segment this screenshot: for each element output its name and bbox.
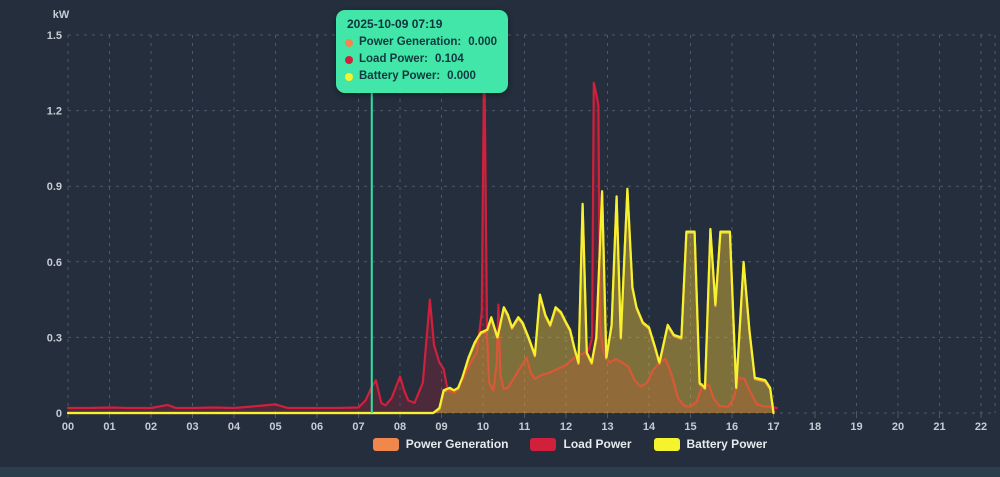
bottom-bar <box>0 467 1000 477</box>
tooltip-label: Battery Power: <box>359 70 441 82</box>
svg-text:0.3: 0.3 <box>47 332 62 344</box>
battery-power-swatch <box>653 437 680 451</box>
svg-text:0: 0 <box>56 408 62 420</box>
svg-text:00: 00 <box>62 421 74 433</box>
tooltip-row-load-power: Load Power: 0.104 <box>345 51 497 68</box>
svg-text:11: 11 <box>519 421 531 433</box>
tooltip-label: Load Power: <box>359 53 429 65</box>
svg-text:21: 21 <box>933 421 945 433</box>
load-power-swatch <box>530 437 557 451</box>
series-area-power-generation <box>68 190 774 413</box>
svg-text:20: 20 <box>892 421 904 433</box>
tooltip-value: 0.104 <box>435 53 464 65</box>
svg-text:13: 13 <box>601 421 613 433</box>
svg-text:04: 04 <box>228 421 241 433</box>
tooltip-row-power-generation: Power Generation: 0.000 <box>345 34 497 51</box>
power-chart[interactable]: 0 0.3 0.6 0.9 1.2 1.5 00 01 02 03 04 05 06 07 08 09 10 11… <box>0 0 1000 467</box>
tooltip-label: Power Generation: <box>359 36 462 48</box>
legend-item-load-power[interactable]: Load Power <box>530 437 632 451</box>
svg-text:18: 18 <box>809 421 821 433</box>
tooltip-row-battery-power: Battery Power: 0.000 <box>345 68 497 85</box>
svg-text:03: 03 <box>186 421 198 433</box>
svg-text:17: 17 <box>767 421 779 433</box>
tooltip-timestamp: 2025-10-09 07:19 <box>347 17 443 31</box>
chart-legend: Power Generation Load Power Battery Powe… <box>70 437 1000 451</box>
battery-power-dot-icon <box>345 72 353 81</box>
svg-text:0.9: 0.9 <box>47 181 62 193</box>
power-generation-dot-icon <box>345 38 353 47</box>
svg-text:01: 01 <box>103 421 115 433</box>
svg-text:10: 10 <box>477 421 489 433</box>
svg-text:05: 05 <box>269 421 281 433</box>
legend-item-power-generation[interactable]: Power Generation <box>372 437 509 451</box>
svg-text:12: 12 <box>560 421 572 433</box>
chart-tooltip: 2025-10-09 07:19 Power Generation: 0.000… <box>336 10 509 93</box>
svg-text:02: 02 <box>145 421 157 433</box>
load-power-dot-icon <box>345 55 353 64</box>
tooltip-value: 0.000 <box>447 70 476 82</box>
legend-label: Load Power <box>563 437 632 451</box>
power-generation-swatch <box>372 437 399 451</box>
svg-text:19: 19 <box>850 421 862 433</box>
series-lines <box>66 46 778 415</box>
legend-label: Power Generation <box>405 437 509 451</box>
legend-label: Battery Power <box>686 437 768 451</box>
svg-text:15: 15 <box>684 421 696 433</box>
tooltip-value: 0.000 <box>468 36 498 48</box>
svg-text:16: 16 <box>726 421 738 433</box>
legend-item-battery-power[interactable]: Battery Power <box>653 437 768 451</box>
series-line-battery-power <box>66 187 775 415</box>
series-area-battery-power <box>68 188 774 413</box>
series-line-load-power <box>66 46 778 410</box>
svg-text:1.2: 1.2 <box>47 106 62 118</box>
svg-text:07: 07 <box>352 421 364 433</box>
svg-text:09: 09 <box>435 421 447 433</box>
svg-text:22: 22 <box>975 421 987 433</box>
svg-text:08: 08 <box>394 421 406 433</box>
y-axis-unit-label: kW <box>52 9 70 21</box>
svg-text:06: 06 <box>311 421 323 433</box>
axis-labels: 0 0.3 0.6 0.9 1.2 1.5 00 01 02 03 04 05 06 07 08 09 10 11… <box>47 30 987 433</box>
svg-text:14: 14 <box>643 421 656 433</box>
svg-text:0.6: 0.6 <box>47 257 62 269</box>
svg-text:1.5: 1.5 <box>47 30 62 42</box>
